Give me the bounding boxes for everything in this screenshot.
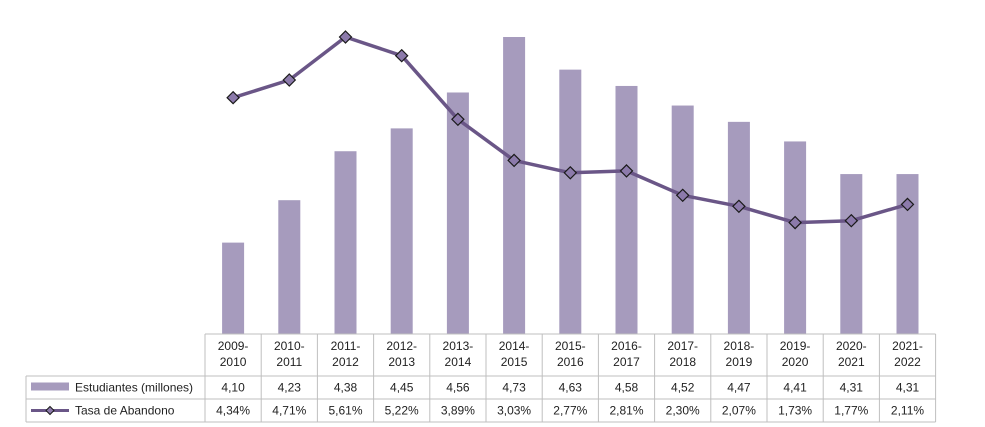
line-point-3 [394,48,409,63]
line-value-label-7: 2,81% [609,404,643,418]
legend-swatch-bars [31,382,69,391]
category-label-8-line-1: 2018 [669,355,696,369]
category-label-9: 2018- 2019 [724,339,755,369]
category-label-6: 2015- 2016 [555,339,586,369]
bar-2 [334,151,357,334]
bar-10 [784,141,807,334]
line-value-label-0: 4,34% [216,404,250,418]
category-label-8: 2017- 2018 [667,339,698,369]
category-label-12-line-1: 2022 [894,355,921,369]
category-label-6-line-1: 2016 [557,355,584,369]
category-label-3-line-0: 2012- [386,339,417,353]
line-value-label-2: 5,61% [328,404,362,418]
category-label-1-line-0: 2010- [274,339,305,353]
bar-value-label-7: 4,58 [615,381,639,395]
category-label-5-line-1: 2015 [501,355,528,369]
bar-4 [446,92,469,334]
category-label-4-line-0: 2013- [443,339,474,353]
line-point-8 [675,188,690,203]
line-point-1 [282,73,297,87]
line-value-label-8: 2,30% [666,404,700,418]
line-value-label-3: 5,22% [385,404,419,418]
bar-12 [896,174,919,334]
legend-label-line: Tasa de Abandono [75,404,175,418]
bar-1 [278,200,301,334]
line-point-9 [732,199,746,214]
line-point-5 [507,153,521,168]
category-label-3: 2012- 2013 [386,339,417,369]
category-label-1: 2010- 2011 [274,339,305,369]
category-label-4-line-1: 2014 [445,355,472,369]
bar-value-label-8: 4,52 [671,381,695,395]
bar-value-label-12: 4,31 [896,381,920,395]
line-value-label-5: 3,03% [497,404,531,418]
line-point-10 [788,215,802,230]
category-label-12-line-0: 2021- [892,339,923,353]
line-point-12 [900,197,915,212]
category-label-10-line-1: 2020 [782,355,809,369]
bar-value-label-9: 4,47 [727,381,751,395]
line-value-label-4: 3,89% [441,404,475,418]
bar-8 [671,105,694,335]
category-label-7: 2016- 2017 [611,339,642,369]
bar-value-label-1: 4,23 [278,381,302,395]
category-label-3-line-1: 2013 [388,355,415,369]
category-label-10-line-0: 2019- [780,339,811,353]
category-label-5-line-0: 2014- [499,339,530,353]
category-label-11: 2020- 2021 [836,339,867,369]
category-label-12: 2021- 2022 [892,339,923,369]
line-point-7 [619,164,634,178]
category-label-7-line-0: 2016- [611,339,642,353]
bar-value-label-0: 4,10 [221,381,245,395]
line-layer [226,30,915,230]
line-point-4 [451,112,465,127]
bar-5 [503,37,526,334]
bar-7 [615,85,638,334]
category-label-0: 2009- 2010 [218,339,249,369]
bar-6 [559,69,582,334]
category-label-2-line-0: 2011- [331,339,361,353]
bar-3 [390,128,413,334]
line-value-label-12: 2,11% [891,404,924,418]
line-value-label-11: 1,77% [834,404,868,418]
line-value-label-1: 4,71% [272,404,306,418]
category-label-9-line-0: 2018- [724,339,755,353]
category-label-7-line-1: 2017 [613,355,640,369]
bars-layer [222,37,919,335]
category-label-0-line-0: 2009- [218,339,249,353]
category-label-5: 2014- 2015 [499,339,530,369]
category-label-11-line-1: 2021 [838,355,865,369]
legend-label-bars: Estudiantes (millones) [75,381,193,395]
category-label-8-line-0: 2017- [667,339,698,353]
line-value-label-6: 2,77% [553,404,587,418]
bar-value-label-6: 4,63 [559,381,583,395]
category-label-2: 2011- 2012 [331,339,361,369]
bar-value-label-5: 4,73 [502,381,526,395]
category-label-10: 2019- 2020 [780,339,811,369]
category-label-2-line-1: 2012 [332,355,359,369]
category-label-11-line-0: 2020- [836,339,867,353]
category-label-0-line-1: 2010 [220,355,247,369]
line-value-label-9: 2,07% [722,404,756,418]
bar-value-label-3: 4,45 [390,381,414,395]
category-label-4: 2013- 2014 [443,339,474,369]
bar-11 [840,174,863,334]
bar-9 [727,121,750,334]
bar-value-label-11: 4,31 [840,381,864,395]
category-label-9-line-1: 2019 [726,355,753,369]
bar-value-label-2: 4,38 [334,381,358,395]
line-point-11 [844,213,859,228]
bar-value-label-4: 4,56 [446,381,470,395]
bar-value-label-10: 4,41 [783,381,807,395]
category-label-6-line-0: 2015- [555,339,586,353]
line-value-label-10: 1,73% [778,404,812,418]
category-label-1-line-1: 2011 [276,355,302,369]
data-table: 2009- 2010 2010- 2011 2011- 2012 2012- 2013 2013… [25,333,937,423]
line-point-6 [563,165,578,180]
line-point-2 [338,30,353,44]
legend-marker-line [45,405,55,416]
line-point-0 [226,90,240,105]
bar-0 [222,242,245,334]
